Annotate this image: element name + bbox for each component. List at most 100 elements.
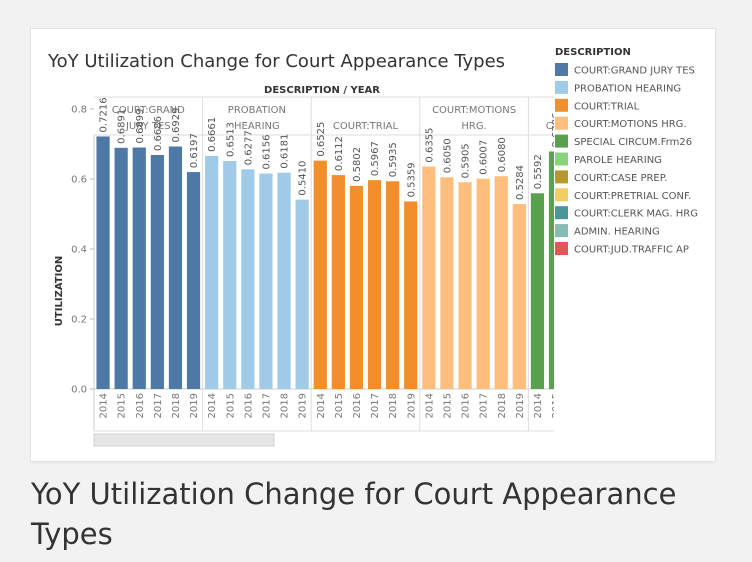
legend-item-label: COURT:PRETRIAL CONF. [574,191,691,202]
x-tick-label-year: 2014 [533,393,544,418]
bar-value-label: 0.7216 [99,97,110,132]
x-tick-label-year: 2019 [515,393,526,418]
bar-value-label: 0.5284 [515,165,526,200]
bar-value-label: 0.6786 [551,112,562,147]
bar [259,173,273,389]
legend-item-label: COURT:JUD.TRAFFIC AP [574,245,689,256]
x-tick-label-year: 2014 [424,393,435,418]
bar [277,172,291,389]
bar [404,201,418,389]
bar-value-label: 0.6181 [280,134,291,169]
bar-value-label: 0.6007 [479,140,490,175]
bar-value-label: 0.5905 [461,143,472,178]
x-tick-label-year: 2018 [388,393,399,418]
bar [295,199,309,389]
x-tick-label-year: 2016 [461,393,472,418]
bar [349,185,364,389]
legend-swatch [555,98,568,112]
legend-item-label: PAROLE HEARING [574,155,662,166]
legend-swatch [555,206,568,220]
image-caption: YoY Utilization Change for Court Appeara… [31,477,677,551]
bar-value-label: 0.6891 [117,109,128,144]
bar [440,177,454,389]
legend-swatch [555,224,568,238]
chart-svg: YoY Utilization Change for Court Appeara… [47,47,698,447]
x-tick-label-year: 2017 [153,393,164,418]
x-tick-label-year: 2015 [334,393,345,418]
chart-title: YoY Utilization Change for Court Appeara… [47,51,505,72]
x-tick-label-year: 2019 [406,393,417,418]
y-tick-label: 0.2 [71,315,87,326]
bar-value-label: 0.5935 [388,142,399,177]
bar [223,161,237,389]
chart-card: YoY Utilization Change for Court Appeara… [31,29,715,461]
group-header-label: COURT:MOTIONS HRG. [432,105,516,132]
legend-item-label: SPECIAL CIRCUM.Frm26 [574,137,692,148]
x-tick-label-year: 2015 [442,393,453,418]
x-tick-label-year: 2016 [243,393,254,418]
bar [331,175,345,389]
x-tick-label-year: 2017 [261,393,272,418]
x-tick-label-year: 2014 [207,393,218,418]
group-header-label: SPECIAL CIRCUM.Frm26 [546,105,620,132]
x-tick-label-year: 2018 [280,393,291,418]
bar [422,166,436,389]
y-axis-title: UTILIZATION [54,256,65,326]
x-tick-label-year: 2017 [370,393,381,418]
bar [96,136,110,389]
legend-swatch [555,188,568,202]
bar-value-label: 0.6355 [424,128,435,163]
group-header-label: PROBATION HEARING [228,105,286,132]
x-tick-label-year: 2014 [316,393,327,418]
legend-swatch [555,116,568,130]
x-tick-label-year: 2015 [117,393,128,418]
legend-swatch [555,63,568,76]
bar [205,155,219,389]
legend-swatch [555,242,568,255]
legend-item-label: COURT:CASE PREP. [574,173,667,184]
group-header-label: COURT:TRIAL [333,121,399,132]
legend-swatch [555,170,568,184]
x-tick-label-year: 2019 [189,393,200,418]
bar [313,160,327,389]
bar [386,181,400,389]
bar [512,204,526,389]
y-tick-label: 0.8 [71,105,87,116]
bar [476,178,490,389]
bar [548,151,554,389]
bar [186,172,201,389]
column-header-label: DESCRIPTION / YEAR [264,85,380,96]
bar-value-label: 0.5410 [298,161,309,196]
bar [494,176,508,389]
bar-value-label: 0.5359 [406,162,417,197]
legend-item-label: ADMIN. HEARING [574,227,660,238]
bar-value-label: 0.6277 [243,130,254,165]
bar [132,147,146,389]
bar [530,193,545,389]
x-tick-label-year: 2018 [497,393,508,418]
bar [150,154,164,389]
horizontal-scrollbar-thumb[interactable] [93,433,275,447]
bar-value-label: 0.6156 [261,135,272,170]
bar-value-label: 0.6525 [316,122,327,157]
y-tick-label: 0.4 [71,245,87,256]
bar-value-label: 0.6661 [207,117,218,152]
bar [367,180,382,389]
x-tick-label-year: 2015 [225,393,236,418]
legend-title: DESCRIPTION [555,47,631,58]
x-tick-label-year: 2016 [352,393,363,418]
bar-value-label: 0.6050 [442,138,453,173]
bar-value-label: 0.6112 [334,136,345,171]
legend-item-label: COURT:TRIAL [574,101,640,112]
legend-swatch [555,134,568,148]
legend-item-label: COURT:GRAND JURY TES [574,66,695,77]
y-tick-label: 0.6 [71,175,87,186]
legend-swatch [555,152,568,166]
legend: DESCRIPTION COURT:GRAND JURY TES PROBATIO… [555,47,698,256]
x-tick-label-year: 2014 [99,393,110,418]
legend-item-label: PROBATION HEARING [574,83,681,94]
bar [458,182,472,389]
bar-value-label: 0.6929 [171,107,182,142]
bar-value-label: 0.6080 [497,137,508,172]
bar-value-label: 0.5967 [370,141,381,176]
